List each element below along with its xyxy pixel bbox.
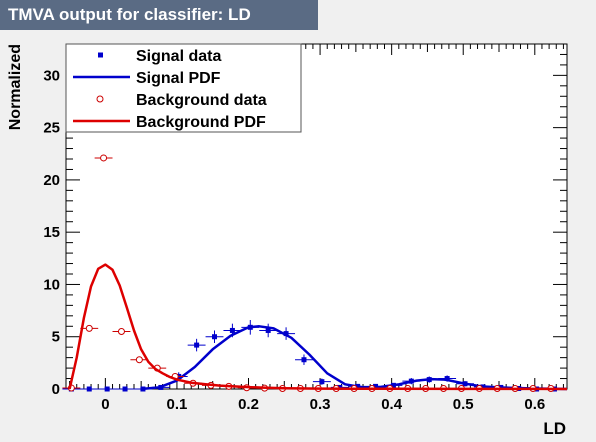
y-tick-label: 5 bbox=[52, 329, 60, 346]
chart-title: TMVA output for classifier: LD bbox=[0, 0, 318, 30]
legend-entry-signal-pdf: Signal PDF bbox=[73, 70, 221, 87]
signal-data-point bbox=[194, 342, 200, 348]
legend-label: Signal data bbox=[136, 48, 221, 65]
x-tick-label: 0.1 bbox=[167, 396, 188, 413]
signal-data-point bbox=[86, 386, 92, 392]
background-data-point bbox=[135, 356, 143, 364]
y-axis-label: Normalized bbox=[7, 44, 24, 130]
signal-data-point bbox=[444, 376, 450, 382]
x-tick-label: 0.4 bbox=[381, 396, 403, 413]
y-tick-label: 20 bbox=[43, 172, 60, 189]
x-tick-label: 0.6 bbox=[524, 396, 545, 413]
signal-data-point bbox=[301, 357, 307, 363]
signal-data-point bbox=[265, 327, 271, 333]
x-tick-label: 0.5 bbox=[453, 396, 474, 413]
y-tick-label: 0 bbox=[52, 381, 60, 398]
legend-box bbox=[65, 43, 302, 133]
y-tick-label: 15 bbox=[43, 224, 60, 241]
legend: Signal data Signal PDF Background data Back… bbox=[65, 43, 302, 133]
legend-label: Background data bbox=[136, 92, 267, 109]
signal-data-point bbox=[229, 327, 235, 333]
legend-swatch bbox=[98, 52, 103, 58]
y-tick-labels: 0 5 10 15 20 25 30 bbox=[43, 67, 60, 398]
signal-data-point bbox=[212, 334, 218, 340]
y-tick-label: 10 bbox=[43, 276, 60, 293]
background-data-point bbox=[85, 324, 93, 332]
series-layer bbox=[62, 154, 568, 392]
legend-entry-signal-data: Signal data bbox=[98, 48, 221, 65]
signal-data-point bbox=[104, 386, 110, 392]
y-tick-label: 30 bbox=[43, 67, 60, 84]
legend-label: Background PDF bbox=[136, 114, 266, 131]
signal-data-point bbox=[122, 386, 128, 392]
signal-data-point bbox=[319, 379, 325, 385]
y-tick-label: 25 bbox=[43, 120, 60, 137]
legend-label: Signal PDF bbox=[136, 70, 221, 87]
x-tick-label: 0 bbox=[101, 396, 109, 413]
x-tick-label: 0.2 bbox=[238, 396, 259, 413]
background-data-point bbox=[100, 154, 108, 162]
x-tick-labels: 0 0.1 0.2 0.3 0.4 0.5 0.6 bbox=[101, 396, 545, 413]
legend-entry-background-pdf: Background PDF bbox=[73, 114, 266, 131]
legend-swatch bbox=[96, 95, 104, 103]
x-tick-label: 0.3 bbox=[310, 396, 331, 413]
background-pdf-line bbox=[68, 263, 568, 391]
x-axis-label: LD bbox=[543, 419, 566, 438]
background-data-point bbox=[117, 328, 125, 335]
legend-entry-background-data: Background data bbox=[96, 92, 267, 109]
series-background-pdf bbox=[68, 263, 568, 391]
